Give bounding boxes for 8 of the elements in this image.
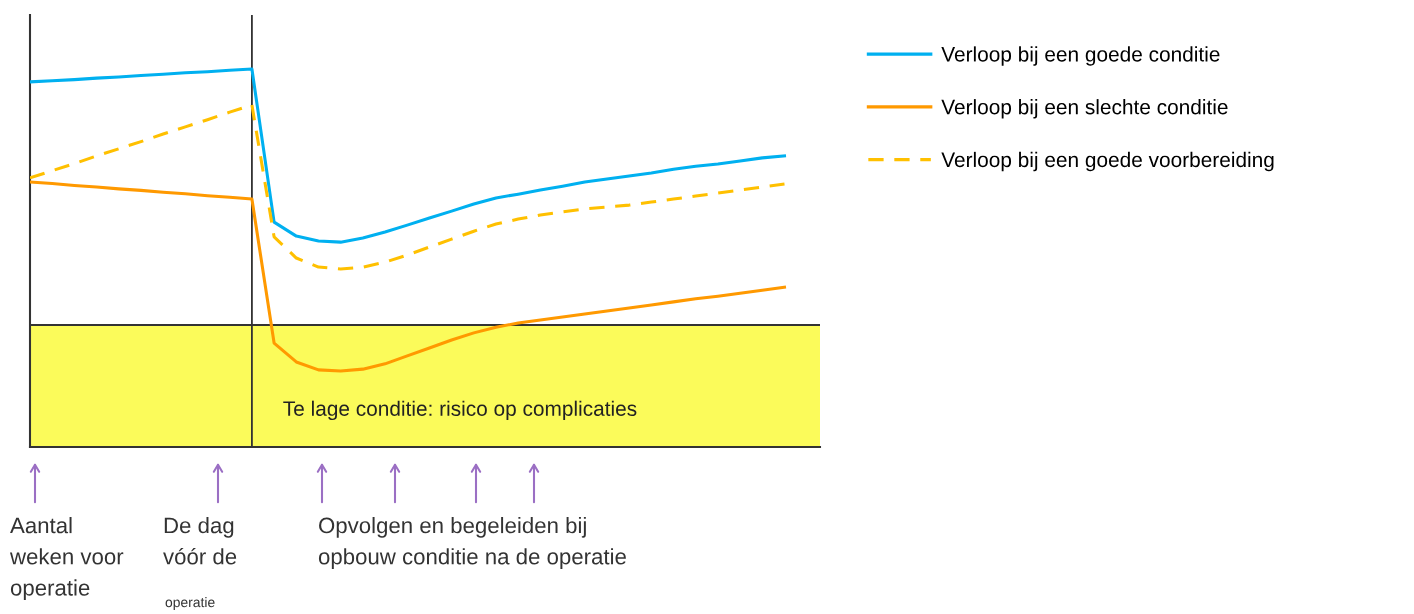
band-label: Te lage conditie: risico op complicaties [283,400,637,421]
legend-label: Verloop bij een slechte conditie [941,99,1228,119]
legend-label: Verloop bij een goede voorbereiding [941,151,1274,172]
text: Aantal weken voor operatie [9,517,124,601]
legend-label: Verloop bij een goede conditie [941,46,1220,66]
text: Opvolgen en begeleiden bij opbouw conditie na de operatie [318,517,626,569]
text: De dag vóór de [163,517,237,565]
text: operatie [165,597,215,610]
